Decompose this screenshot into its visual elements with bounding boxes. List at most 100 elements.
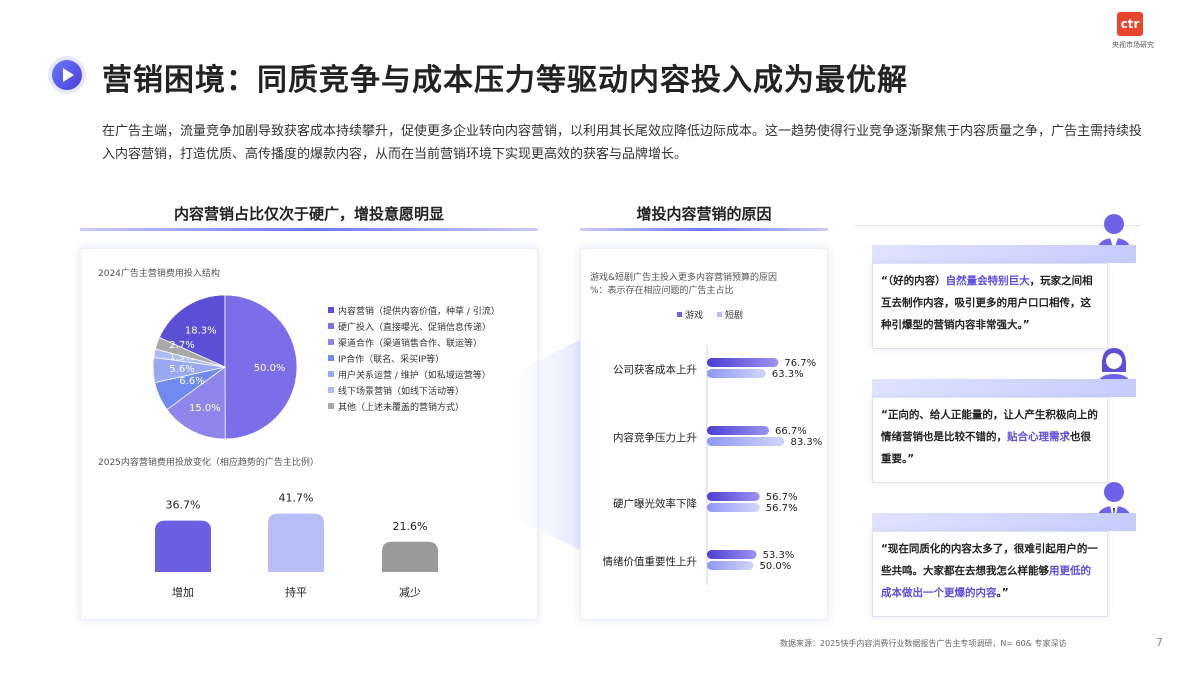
pie-slice-label: 15.0%: [189, 403, 221, 414]
reason-bar: [707, 503, 760, 512]
reason-bar-value: 63.3%: [772, 369, 804, 380]
reason-bar: [707, 492, 760, 501]
legend-label: 其他（上述未覆盖的营销方式）: [338, 402, 465, 413]
middle-section-underline: [580, 228, 828, 231]
pie-slice-label: 6.6%: [179, 376, 204, 387]
quote-header-bar: [872, 379, 1136, 397]
pie-slice-label: 18.3%: [185, 326, 217, 337]
reason-bar-value: 53.3%: [763, 550, 795, 561]
quote-highlight: 贴合心理需求: [1007, 431, 1070, 443]
reason-category: 内容竞争压力上升: [613, 431, 697, 444]
reason-chart-panel: [580, 248, 828, 620]
quote-highlight: 自然量会特别巨大: [945, 275, 1030, 287]
quote-text: 。”: [996, 587, 1009, 599]
quote-text: “正向的、给人正能量的，让人产生积极向上的情绪营销也是比较不错的，: [881, 409, 1098, 443]
data-source: 数据来源：2025快手内容消费行业数据报告广告主专项调研，N= 60& 专家深访: [780, 639, 1067, 648]
reason-bar-value: 76.7%: [784, 358, 816, 369]
reason-bar: [707, 426, 770, 435]
bar-caption: 2025内容营销费用投放变化（相应趋势的广告主比例）: [98, 458, 319, 468]
legend-swatch: [328, 323, 334, 329]
reason-caption-line1: 游戏&短剧广告主投入更多内容营销预算的原因: [590, 273, 778, 283]
legend-label: 线下场景营销（如线下活动等）: [338, 386, 465, 397]
change-bar-value: 36.7%: [166, 499, 201, 512]
legend-label: IP合作（联名、采买IP等）: [338, 354, 445, 365]
pie-slice: [166, 366, 226, 440]
pie-slice: [154, 336, 226, 368]
legend-swatch: [328, 307, 334, 313]
quote-card: “（好的内容）自然量会特别巨大，玩家之间相互去制作内容，吸引更多的用户口口相传，…: [872, 263, 1108, 349]
legend-label: 渠道合作（渠道销售合作、联运等）: [338, 338, 483, 349]
reason-bar-value: 83.3%: [790, 437, 822, 448]
legend-label: 内容营销（提供内容价值，种草 / 引流）: [338, 306, 500, 317]
legend-swatch: [328, 371, 334, 377]
middle-section-heading: 增投内容营销的原因: [636, 205, 772, 223]
reason-bar: [707, 561, 754, 570]
change-bar-category: 增加: [172, 585, 194, 599]
legend-label: 硬广投入（直接曝光、促销信息传递）: [338, 322, 492, 333]
divider: [855, 225, 1140, 226]
quote-card: “正向的、给人正能量的，让人产生积极向上的情绪营销也是比较不错的，贴合心理需求也…: [872, 397, 1108, 483]
legend-item: IP合作（联名、采买IP等）: [328, 350, 528, 366]
change-bar-category: 持平: [285, 585, 307, 599]
pie-slice-label: 2.7%: [169, 340, 194, 351]
intro-paragraph: 在广告主端，流量竞争加剧导致获客成本持续攀升，促使更多企业转向内容营销，以利用其…: [102, 124, 1143, 162]
quote-text: “现在同质化的内容太多了，很难引起用户的一些共鸣。大家都在去想我怎么样能够: [881, 543, 1098, 577]
legend-label: 短剧: [725, 309, 743, 321]
quote-text: 也很重要。”: [881, 431, 1091, 465]
ctr-logo: ctr: [1117, 12, 1143, 36]
legend-item: 硬广投入（直接曝光、促销信息传递）: [328, 318, 528, 334]
reason-bar: [707, 369, 766, 378]
left-section-underline: [80, 228, 538, 231]
change-bar-value: 41.7%: [279, 492, 314, 505]
legend-label: 游戏: [685, 309, 703, 321]
pie-slice-label: 50.0%: [254, 363, 286, 374]
change-bar: [268, 513, 324, 572]
reason-bar: [707, 550, 757, 559]
legend-swatch: [717, 312, 722, 317]
quote-text: ，玩家之间相互去制作内容，吸引更多的用户口口相传，这种引爆型的营销内容非常强大。…: [881, 275, 1093, 331]
reason-bar-value: 66.7%: [775, 426, 807, 437]
quote-text: “（好的内容）: [881, 275, 946, 287]
legend-label: 用户关系运营 / 维护（如私域运营等）: [338, 370, 491, 381]
reason-category: 公司获客成本上升: [613, 363, 697, 376]
legend-swatch: [677, 312, 682, 317]
legend-item: 渠道合作（渠道销售合作、联运等）: [328, 334, 528, 350]
logo-subtitle: 央视市场研究: [1112, 41, 1154, 49]
pie-legend: 内容营销（提供内容价值，种草 / 引流） 硬广投入（直接曝光、促销信息传递） 渠道合…: [328, 302, 528, 414]
change-bar: [155, 520, 211, 572]
change-bar-value: 21.6%: [393, 520, 428, 533]
reason-bar-value: 50.0%: [760, 561, 792, 572]
quote-header-bar: [872, 245, 1136, 263]
reason-bar: [707, 437, 785, 446]
left-section-heading: 内容营销占比仅次于硬广，增投意愿明显: [173, 205, 444, 223]
reason-category: 硬广曝光效率下降: [613, 497, 697, 510]
reason-category: 情绪价值重要性上升: [603, 555, 698, 568]
legend-swatch: [328, 387, 334, 393]
page-title: 营销困境：同质竞争与成本压力等驱动内容投入成为最优解: [102, 63, 908, 98]
legend-item: 其他（上述未覆盖的营销方式）: [328, 398, 528, 414]
reason-bar: [707, 358, 779, 367]
pie-caption: 2024广告主营销费用投入结构: [98, 269, 220, 279]
quote-highlight: 用更低的成本做出一个更爆的内容: [881, 565, 1091, 599]
reason-caption-line2: %：表示存在相应问题的广告主占比: [590, 286, 734, 296]
play-icon: [52, 60, 82, 90]
pie-slice: [158, 294, 226, 368]
quote-card: “现在同质化的内容太多了，很难引起用户的一些共鸣。大家都在去想我怎么样能够用更低…: [872, 531, 1108, 617]
pie-slice: [224, 294, 298, 440]
quote-header-bar: [872, 513, 1136, 531]
change-bar-category: 减少: [399, 586, 421, 599]
legend-swatch: [328, 403, 334, 409]
reason-bar-value: 56.7%: [766, 503, 798, 514]
pie-slice-label: 1.9%: [169, 352, 194, 363]
reason-bar-value: 56.7%: [766, 492, 798, 503]
pie-chart: 18.3% 50.0% 15.0% 6.6%5.6%1.9%2.7%: [152, 294, 298, 440]
page-number: 7: [1156, 636, 1163, 649]
legend-swatch: [328, 355, 334, 361]
legend-item: 用户关系运营 / 维护（如私域运营等）: [328, 366, 528, 382]
change-bar-chart: 36.7% 增加 41.7% 持平 21.6% 减少: [155, 492, 438, 599]
pie-slice-label: 5.6%: [169, 364, 194, 375]
legend-item: 内容营销（提供内容价值，种草 / 引流）: [328, 302, 528, 318]
legend-swatch: [328, 339, 334, 345]
legend-item: 线下场景营销（如线下活动等）: [328, 382, 528, 398]
